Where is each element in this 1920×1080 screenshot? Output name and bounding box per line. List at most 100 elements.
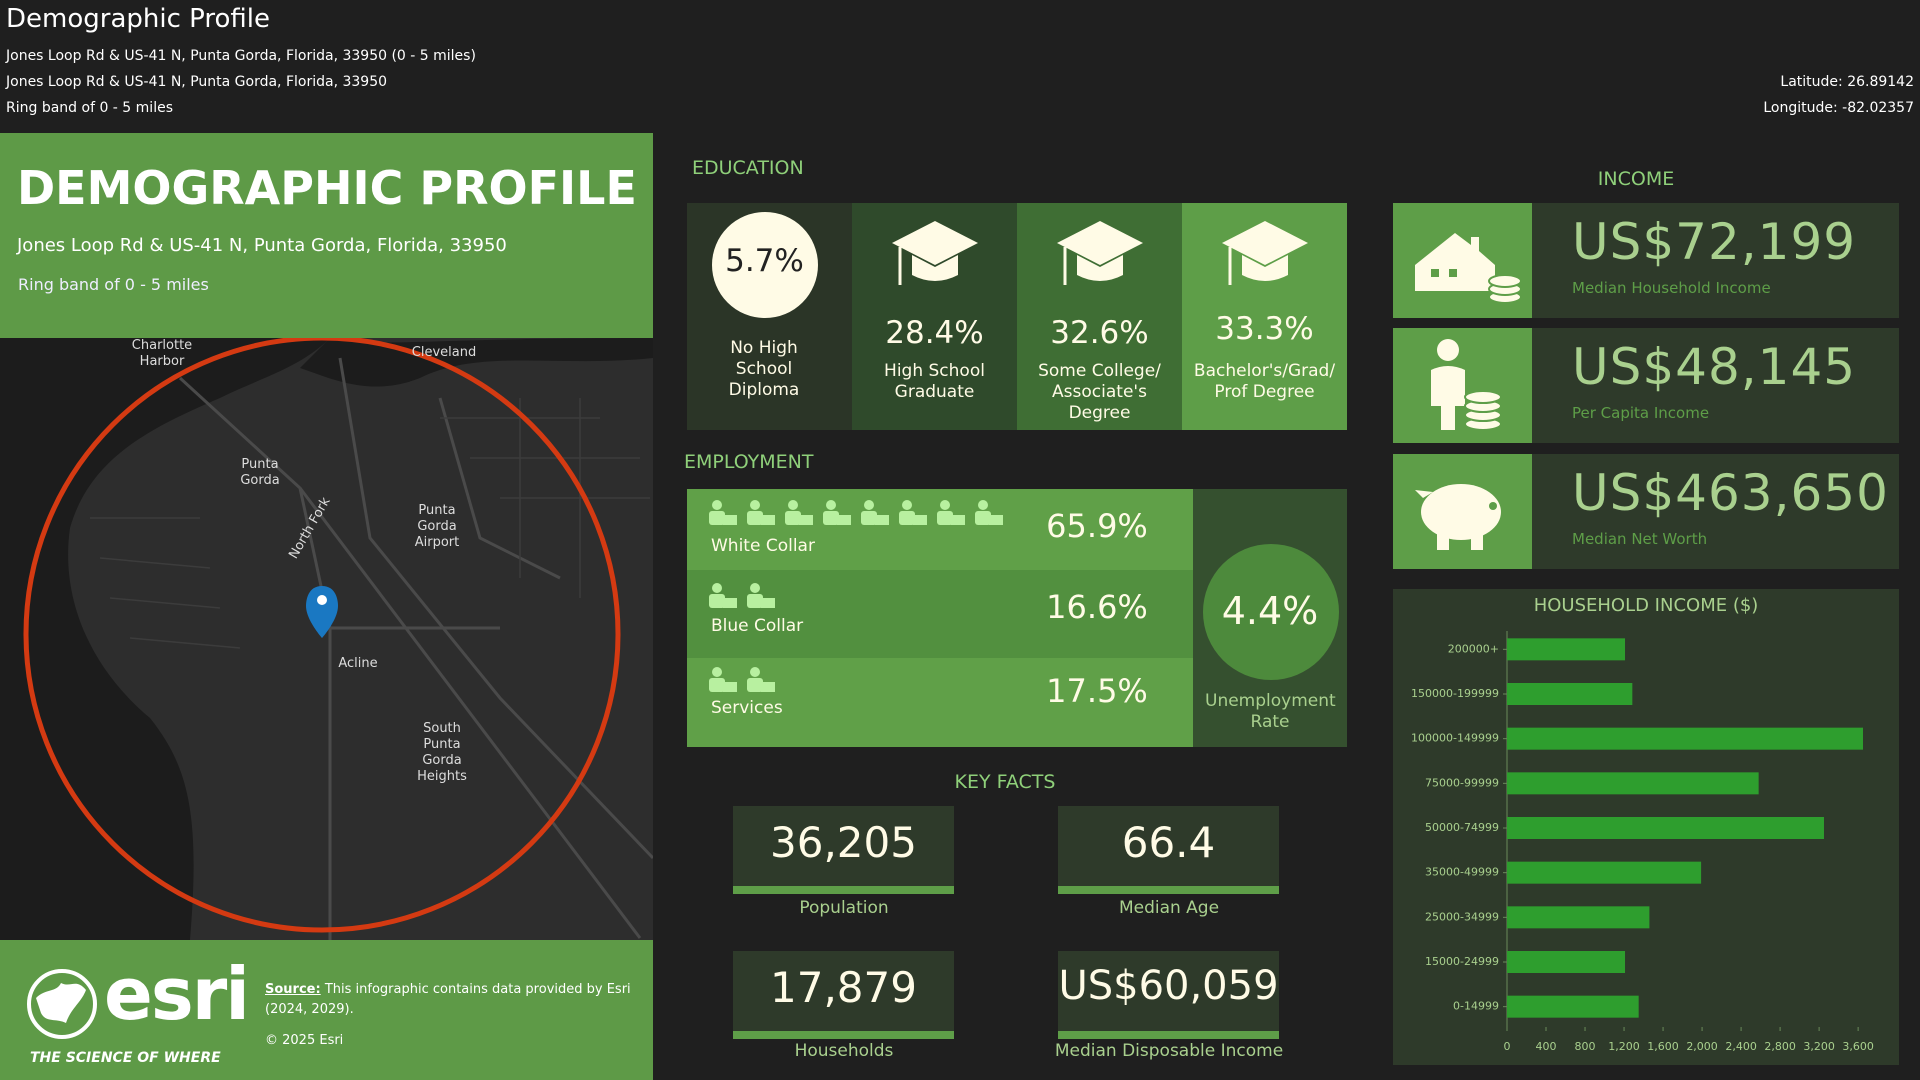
copyright: © 2025 Esri [265, 1033, 344, 1048]
map-label: Punta Gorda [240, 457, 279, 488]
banner-title: DEMOGRAPHIC PROFILE [17, 161, 637, 215]
banner: DEMOGRAPHIC PROFILE Jones Loop Rd & US-4… [0, 133, 653, 338]
y-tick-label: 100000-149999 [1411, 732, 1499, 745]
section-title: EMPLOYMENT [684, 451, 814, 473]
x-tick-label: 2,800 [1764, 1040, 1796, 1053]
x-tick-label: 1,600 [1647, 1040, 1679, 1053]
worker-icons [709, 667, 775, 692]
income-item: US$72,199 Median Household Income [1393, 203, 1899, 318]
income-label: Median Household Income [1572, 279, 1771, 297]
worker-icon-body [785, 511, 801, 525]
y-tick-label: 25000-34999 [1425, 910, 1499, 923]
map-roads [178, 357, 653, 940]
map-label: Cleveland [412, 345, 476, 360]
header-line: Ring band of 0 - 5 miles [6, 100, 173, 116]
map-label-line: Cleveland [412, 345, 476, 360]
source-label: Source: [265, 982, 321, 997]
worker-icon-body [823, 511, 839, 525]
x-tick-label: 1,200 [1608, 1040, 1640, 1053]
house-icon [1393, 203, 1532, 318]
education-value: 33.3% [1215, 311, 1314, 347]
header-line: Jones Loop Rd & US-41 N, Punta Gorda, Fl… [6, 48, 476, 64]
worker-icon-desk [723, 515, 737, 525]
graduation-cap-icon [892, 221, 978, 285]
chart-title: HOUSEHOLD INCOME ($) [1534, 595, 1759, 616]
worker-icon-desk [989, 515, 1003, 525]
employment-label: Services [711, 698, 783, 718]
worker-icons [709, 500, 1003, 525]
map-label-line: Charlotte [132, 338, 192, 353]
worker-icon-desk [723, 682, 737, 692]
map-label-line: Gorda [422, 753, 461, 768]
key-fact-bar [733, 886, 954, 894]
key-fact-bar [1058, 886, 1279, 894]
key-fact-value: 36,205 [770, 818, 917, 867]
worker-icon-head [712, 667, 722, 677]
bar [1507, 727, 1863, 750]
bar [1507, 861, 1702, 884]
map-streets [90, 398, 650, 649]
education-label: No High School Diploma [728, 338, 800, 400]
header-line: Jones Loop Rd & US-41 N, Punta Gorda, Fl… [6, 74, 388, 90]
cap-base [1077, 255, 1123, 281]
worker-icon-body [975, 511, 991, 525]
key-fact-label: Households [794, 1041, 894, 1061]
employment-row: Services 17.5% [687, 658, 1193, 747]
worker-icon-body [899, 511, 915, 525]
worker-icon-body [709, 594, 725, 608]
worker-icon-body [709, 511, 725, 525]
education-item: 5.7% No High School Diploma [687, 203, 852, 430]
unemployment-label: Unemployment Rate [1205, 691, 1336, 732]
graduation-cap-icon [1057, 221, 1143, 285]
education-item: 28.4% High School Graduate [852, 203, 1017, 430]
location-pin [306, 586, 338, 638]
worker-icon-desk [875, 515, 889, 525]
worker-icon-head [864, 500, 874, 510]
worker-icon-body [747, 594, 763, 608]
x-tick-label: 2,400 [1725, 1040, 1757, 1053]
worker-icon-head [940, 500, 950, 510]
piggy-bank-icon [1393, 454, 1532, 569]
employment-value: 16.6% [1046, 588, 1148, 626]
value-circle [1203, 544, 1339, 680]
worker-icon-desk [761, 515, 775, 525]
cap-top [892, 221, 978, 265]
employment-row: Blue Collar 16.6% [687, 570, 1193, 658]
y-tick-label: 35000-49999 [1425, 866, 1499, 879]
education-label: Bachelor's/Grad/ Prof Degree [1193, 361, 1336, 402]
bar [1507, 683, 1633, 705]
education-value: 5.7% [725, 243, 804, 279]
value-circle [712, 212, 818, 318]
section-title: KEY FACTS [954, 771, 1056, 793]
tagline: THE SCIENCE OF WHERE [30, 1050, 221, 1066]
latitude: Latitude: 26.89142 [1780, 74, 1914, 90]
key-fact-label: Median Age [1118, 898, 1220, 918]
x-tick-label: 400 [1536, 1040, 1557, 1053]
key-fact-label: Population [799, 898, 889, 918]
source-text: This infographic contains data provided … [265, 982, 631, 1017]
esri-logo: esri [104, 952, 250, 1036]
worker-icon-body [937, 511, 953, 525]
employment-value: 17.5% [1046, 672, 1148, 710]
bar [1507, 995, 1639, 1018]
income-label: Per Capita Income [1572, 404, 1710, 422]
map-label: Charlotte Harbor [132, 338, 192, 369]
worker-icon-desk [913, 515, 927, 525]
map-label: Acline [338, 656, 377, 671]
worker-icon-desk [799, 515, 813, 525]
worker-icon-head [712, 583, 722, 593]
education-label: Some College/ Associate's Degree [1038, 361, 1161, 423]
employment-value: 65.9% [1046, 507, 1148, 545]
worker-icon-desk [951, 515, 965, 525]
worker-icon-head [712, 500, 722, 510]
education-label: High School Graduate [884, 361, 985, 402]
income-label: Median Net Worth [1572, 530, 1708, 548]
worker-icon-desk [761, 598, 775, 608]
bar [1507, 951, 1626, 973]
key-fact-value: 66.4 [1121, 818, 1216, 867]
worker-icon-desk [761, 682, 775, 692]
page-title: Demographic Profile [6, 4, 270, 34]
key-fact-value: US$60,059 [1058, 963, 1279, 1009]
